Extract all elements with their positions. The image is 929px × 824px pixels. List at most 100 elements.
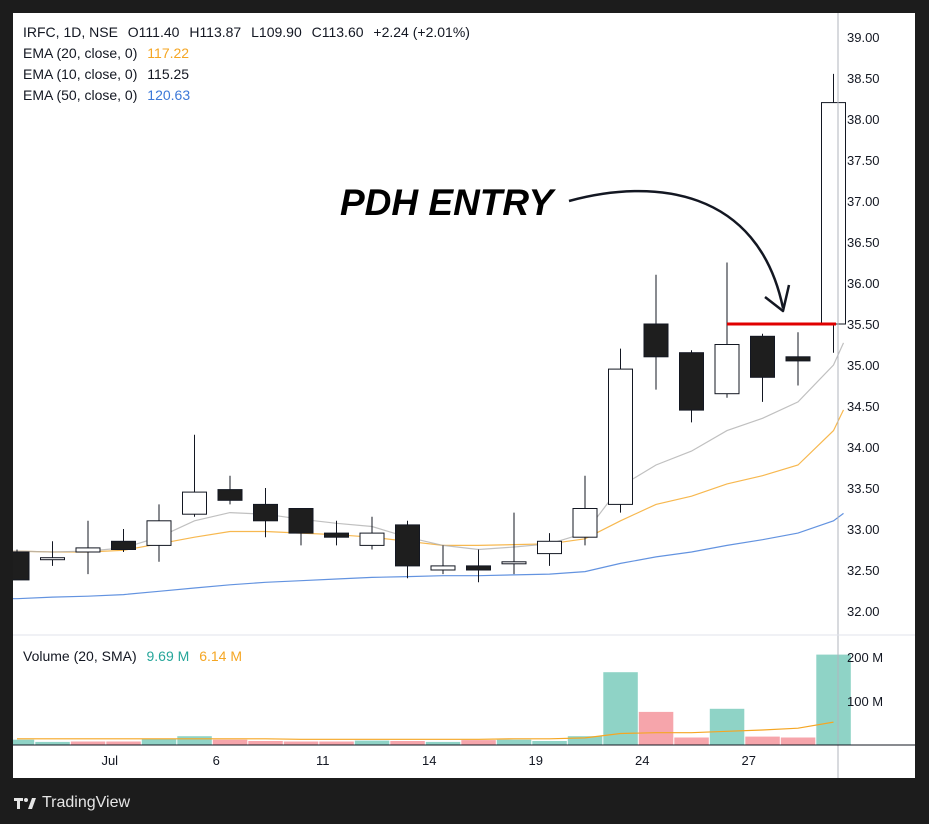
ema20-legend[interactable]: EMA (20, close, 0) 117.22 xyxy=(23,45,189,61)
volume-bar[interactable] xyxy=(567,736,603,745)
candle[interactable] xyxy=(750,333,775,402)
volume-bar[interactable] xyxy=(390,741,425,745)
candle[interactable] xyxy=(608,348,633,513)
price-tick-label: 33.00 xyxy=(847,522,880,537)
candle-body xyxy=(537,540,562,555)
candle-body xyxy=(146,520,172,546)
candle-body xyxy=(430,565,456,571)
candle-body xyxy=(111,540,136,550)
price-tick-label: 39.00 xyxy=(847,30,880,45)
candle[interactable] xyxy=(111,529,136,552)
price-tick-label: 34.50 xyxy=(847,399,880,414)
volume-bar[interactable] xyxy=(177,736,212,745)
candle[interactable] xyxy=(182,434,207,517)
candle[interactable] xyxy=(430,545,456,575)
price-tick-label: 35.00 xyxy=(847,358,880,373)
price-tick-label: 35.50 xyxy=(847,317,880,332)
volume-sma-line[interactable] xyxy=(17,721,834,740)
volume-legend[interactable]: Volume (20, SMA) 9.69 M 6.14 M xyxy=(23,648,242,664)
price-tick-label: 37.50 xyxy=(847,153,880,168)
price-tick-label: 32.50 xyxy=(847,563,880,578)
volume-bar[interactable] xyxy=(709,708,745,745)
time-tick-label: Jul xyxy=(101,753,118,768)
candle-body xyxy=(750,335,775,378)
candle[interactable] xyxy=(466,549,491,583)
volume-bar[interactable] xyxy=(674,737,709,746)
candle[interactable] xyxy=(217,475,243,505)
volume-value: 9.69 M xyxy=(146,648,190,664)
annotation-text: PDH ENTRY xyxy=(340,182,556,223)
price-tick-label: 38.50 xyxy=(847,71,880,86)
candle[interactable] xyxy=(537,533,562,566)
candle[interactable] xyxy=(288,508,314,546)
volume-bar[interactable] xyxy=(638,711,674,745)
ema20-label: EMA (20, close, 0) xyxy=(23,45,138,61)
volume-bar[interactable] xyxy=(425,741,461,745)
price-chart[interactable]: PDH ENTRY 39.00 38.50 38.00 37.50 37.00 36.50… xyxy=(13,13,915,778)
ema50-line[interactable] xyxy=(13,512,844,600)
ema10-value: 115.25 xyxy=(147,66,190,82)
annotation-arrow xyxy=(568,189,785,309)
time-tick-label: 24 xyxy=(635,753,649,768)
candle-body xyxy=(608,368,633,505)
volume-bar[interactable] xyxy=(745,736,780,745)
volume-bar[interactable] xyxy=(532,741,567,745)
volume-bar[interactable] xyxy=(248,741,283,745)
candle-body xyxy=(821,102,846,325)
time-tick-label: 11 xyxy=(316,753,330,768)
candle-body xyxy=(182,491,207,515)
candle[interactable] xyxy=(75,520,101,575)
ema20-line[interactable] xyxy=(13,409,845,553)
low-value: L109.90 xyxy=(251,24,302,40)
volume-bar[interactable] xyxy=(354,740,390,745)
candle[interactable] xyxy=(324,520,349,546)
candle[interactable] xyxy=(501,512,527,575)
volume-bar[interactable] xyxy=(13,739,35,745)
candle-body xyxy=(40,557,65,561)
candle[interactable] xyxy=(785,332,811,386)
candle[interactable] xyxy=(146,504,172,562)
volume-bar[interactable] xyxy=(212,739,248,745)
candle[interactable] xyxy=(643,274,669,390)
price-tick-label: 38.00 xyxy=(847,112,880,127)
volume-bar[interactable] xyxy=(461,740,496,745)
volume-tick-label: 100 M xyxy=(847,694,883,709)
price-tick-label: 32.00 xyxy=(847,604,880,619)
volume-bar[interactable] xyxy=(141,738,177,745)
volume-bar[interactable] xyxy=(780,737,816,746)
time-tick-label: 19 xyxy=(529,753,543,768)
volume-label: Volume (20, SMA) xyxy=(23,648,137,664)
candle[interactable] xyxy=(359,516,385,550)
candle-body xyxy=(785,356,811,362)
volume-tick-label: 200 M xyxy=(847,650,883,665)
price-tick-label: 37.00 xyxy=(847,194,880,209)
candle[interactable] xyxy=(395,520,420,579)
chart-panel[interactable]: PDH ENTRY 39.00 38.50 38.00 37.50 37.00 36.50… xyxy=(13,13,915,778)
candle[interactable] xyxy=(679,350,704,423)
time-tick-label: 14 xyxy=(422,753,436,768)
volume-bar[interactable] xyxy=(496,739,532,745)
ema20-value: 117.22 xyxy=(147,45,190,61)
price-tick-label: 33.50 xyxy=(847,481,880,496)
volume-bar[interactable] xyxy=(35,741,70,745)
candle[interactable] xyxy=(40,541,65,566)
candle[interactable] xyxy=(13,549,30,581)
volume-bar[interactable] xyxy=(319,741,354,746)
ema50-value: 120.63 xyxy=(147,87,191,103)
volume-bar[interactable] xyxy=(106,741,141,746)
ema50-legend[interactable]: EMA (50, close, 0) 120.63 xyxy=(23,87,190,103)
volume-bar[interactable] xyxy=(70,741,106,746)
candle[interactable] xyxy=(821,73,846,353)
symbol-name: IRFC, 1D, NSE xyxy=(23,24,118,40)
candle[interactable] xyxy=(714,262,740,398)
ema10-legend[interactable]: EMA (10, close, 0) 115.25 xyxy=(23,66,189,82)
price-tick-label: 36.00 xyxy=(847,276,880,291)
candle[interactable] xyxy=(253,488,278,538)
candle[interactable] xyxy=(572,475,598,546)
volume-bar[interactable] xyxy=(816,654,851,745)
candle-body xyxy=(643,323,669,358)
ema10-label: EMA (10, close, 0) xyxy=(23,66,138,82)
volume-bar[interactable] xyxy=(283,741,319,746)
arrow-head-icon xyxy=(764,284,791,313)
open-value: O111.40 xyxy=(127,24,180,40)
